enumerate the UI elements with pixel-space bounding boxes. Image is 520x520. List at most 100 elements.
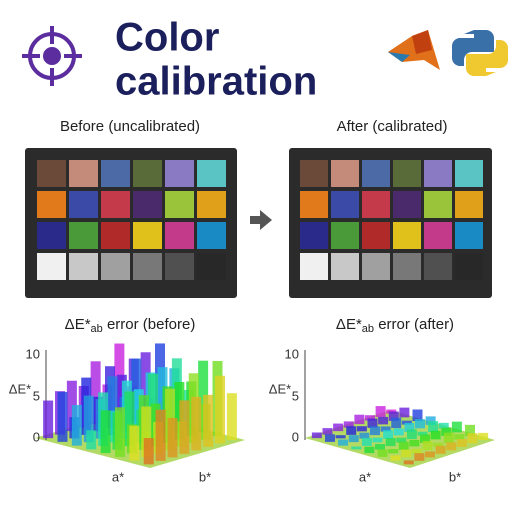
decor-bar [393, 428, 404, 436]
decor-bar [441, 427, 452, 436]
decor-bar [372, 437, 383, 443]
decor-bar [403, 460, 414, 465]
decor-bar [428, 421, 439, 433]
decor-bar [115, 407, 125, 457]
patch [37, 160, 66, 187]
patch [69, 191, 98, 218]
patch [133, 222, 162, 249]
decor-bar [43, 400, 54, 439]
patch [455, 191, 483, 218]
decor-bar [226, 393, 237, 440]
patch [331, 191, 359, 218]
decor-bar [433, 442, 444, 447]
patch [455, 160, 483, 187]
python-icon [452, 30, 508, 76]
decor-bar [86, 430, 97, 450]
patch [197, 191, 226, 218]
decor-bar [478, 432, 489, 440]
decor-bar [100, 410, 111, 454]
decor-bar [404, 422, 415, 432]
decor-bar [391, 417, 402, 429]
decor-bar [367, 418, 378, 428]
decor-bar [311, 432, 322, 439]
text: ab [362, 323, 374, 335]
text: ΔE* [336, 316, 362, 333]
patch [424, 191, 452, 218]
decor-bar [57, 391, 68, 442]
decor-bar [90, 361, 101, 425]
decor-bar [377, 449, 388, 457]
patch [300, 253, 328, 280]
decor-bar [335, 435, 346, 439]
patch [165, 160, 194, 187]
decor-bar [422, 440, 433, 451]
arrow [250, 210, 272, 230]
decor-bar [451, 421, 462, 433]
target-icon [22, 26, 82, 86]
patch [165, 222, 194, 249]
tick-label: 0 [33, 429, 40, 444]
decor-bar [370, 426, 380, 436]
decor-bar [425, 451, 435, 458]
patch [300, 160, 328, 187]
decor-bar [375, 444, 385, 450]
decor-bar [359, 432, 370, 439]
patch [362, 160, 390, 187]
text: error (before) [103, 316, 196, 333]
axis-label: b* [449, 469, 461, 484]
decor-bar [378, 416, 389, 425]
patch [455, 222, 483, 249]
patch [362, 222, 390, 249]
decor-bar [415, 419, 425, 429]
decor-bar [465, 424, 475, 437]
decor-bar [191, 396, 202, 451]
decor-bar [454, 434, 465, 440]
patch [300, 191, 328, 218]
decor-bar [143, 438, 154, 465]
decor-bar [203, 394, 214, 447]
decor-bar [390, 455, 401, 461]
axis-label: a* [359, 469, 371, 484]
title-line: calibration [115, 60, 317, 104]
decor-bar [356, 426, 367, 432]
patch [362, 253, 390, 280]
tick-label: 0 [292, 429, 299, 444]
tick-label: 10 [285, 346, 299, 361]
decor-bar [420, 434, 430, 443]
patch [37, 191, 66, 218]
patch [393, 253, 421, 280]
decor-bar [417, 431, 428, 436]
decor-bar [338, 439, 349, 446]
decor-bar [396, 437, 407, 443]
axis-label: b* [199, 469, 211, 484]
decor-bar [83, 395, 94, 443]
text: error (after) [374, 316, 454, 333]
decor-bar [446, 442, 457, 451]
patch [101, 160, 130, 187]
decor-bar [322, 428, 333, 435]
decor-bar [409, 439, 420, 447]
decor-bar [435, 445, 446, 454]
patch [133, 253, 162, 280]
patch [424, 160, 452, 187]
patch [69, 253, 98, 280]
text: ΔE* [65, 316, 91, 333]
patch [424, 253, 452, 280]
axis-label: ΔE* [269, 381, 291, 396]
patch [393, 160, 421, 187]
decor-bar [71, 404, 82, 446]
decor-bar [412, 409, 423, 422]
patch [101, 191, 130, 218]
decor-bar [155, 409, 166, 461]
patch [101, 253, 130, 280]
decor-bar [430, 430, 441, 440]
error-label: ΔE*ab error (after) [336, 316, 454, 335]
matlab-icon [388, 30, 440, 70]
decor-bar [348, 435, 359, 443]
decor-bar [401, 420, 412, 425]
patch [133, 160, 162, 187]
patch [362, 191, 390, 218]
decor-bar [354, 414, 365, 425]
patch [197, 253, 226, 280]
